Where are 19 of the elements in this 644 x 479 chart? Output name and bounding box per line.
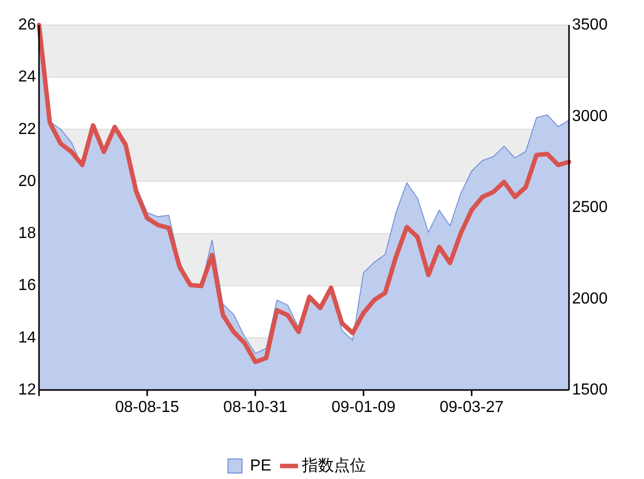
- x-tick-label: 09-03-27: [440, 399, 504, 416]
- x-tick-label: 09-01-09: [331, 399, 396, 416]
- y-tick-label: 22: [18, 120, 36, 138]
- y-tick-label: 20: [18, 172, 36, 190]
- y2-tick-label: 1500: [572, 382, 608, 398]
- x-tick-label: 08-08-15: [115, 399, 180, 416]
- y-tick-label: 18: [18, 225, 36, 242]
- legend-label: 指数点位: [301, 456, 366, 474]
- y-tick-label: 16: [18, 277, 36, 294]
- y-tick-label: 14: [18, 329, 36, 346]
- y-tick-label: 24: [18, 68, 36, 86]
- y2-tick-label: 2500: [572, 199, 608, 216]
- y-tick-label: 26: [18, 16, 36, 34]
- y2-tick-label: 3500: [572, 16, 608, 34]
- y-tick-label: 12: [18, 382, 36, 398]
- y2-tick-label: 3000: [572, 108, 608, 125]
- x-tick-label: 08-10-31: [223, 399, 288, 416]
- legend-label: PE: [250, 458, 272, 474]
- y2-tick-label: 2000: [572, 290, 608, 308]
